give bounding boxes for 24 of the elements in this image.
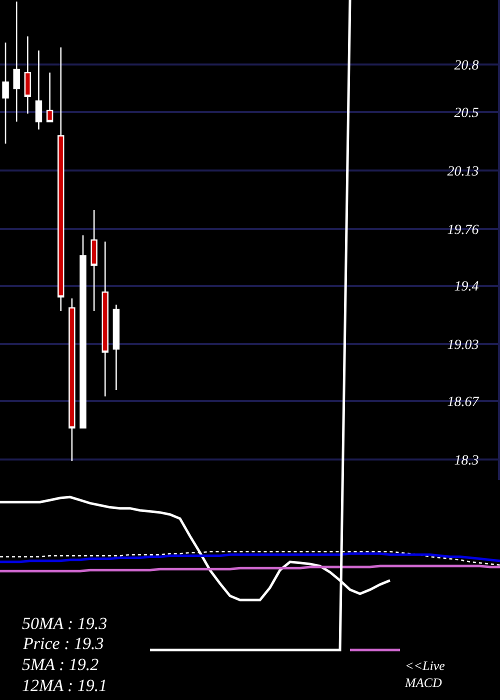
y-tick-label: 19.03 xyxy=(447,338,479,354)
y-tick-label: 19.4 xyxy=(454,280,479,295)
candlestick xyxy=(24,36,32,114)
y-tick-label: 18.3 xyxy=(454,453,479,468)
y-tick-label: 18.67 xyxy=(447,394,480,410)
candlestick xyxy=(2,42,9,144)
text: 12MA : 19.1 xyxy=(22,676,108,695)
text: <<Live MACD xyxy=(404,658,446,690)
candlestick xyxy=(13,0,20,122)
candlestick xyxy=(35,50,42,130)
y-tick-label: 19.76 xyxy=(447,222,479,238)
candlestick xyxy=(102,240,108,397)
candlestick xyxy=(46,72,54,122)
candlestick xyxy=(112,304,120,391)
candlestick xyxy=(68,298,76,462)
text: Price : 19.3 xyxy=(22,634,104,653)
text: 50MA : 19.3 xyxy=(22,614,108,633)
candlestick xyxy=(80,234,86,429)
text: 5MA : 19.2 xyxy=(22,655,100,674)
y-tick-label: 20.5 xyxy=(454,106,479,122)
y-tick-label: 20.13 xyxy=(447,164,479,180)
candlestick xyxy=(90,209,98,312)
y-tick-label: 20.8 xyxy=(454,58,479,74)
candlestick xyxy=(58,46,64,312)
